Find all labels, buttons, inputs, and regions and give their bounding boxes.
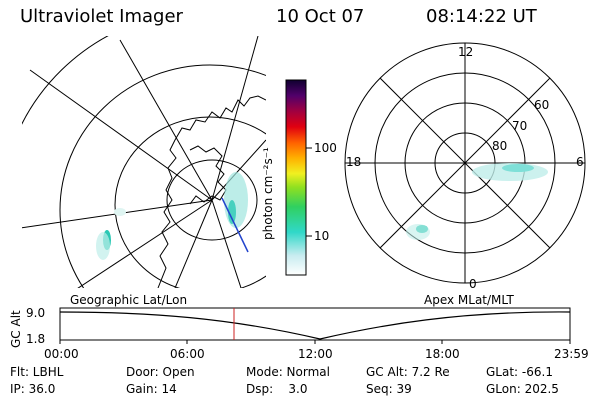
status-glat: GLat: -66.1 (486, 365, 553, 379)
status-ip: IP: 36.0 (10, 382, 56, 396)
lon-line (211, 36, 259, 201)
status-door: Door: Open (126, 365, 195, 379)
lat-label-80: 80 (492, 139, 508, 153)
time-label: 08:14:22 UT (426, 6, 537, 27)
lon-line (29, 69, 213, 201)
altitude-curve (59, 311, 571, 340)
lat-circle (59, 64, 266, 288)
x-tick-1800: 18:00 (425, 347, 460, 361)
y-tick-1-8: 1.8 (26, 332, 46, 346)
lon-line (77, 199, 213, 288)
lat-circle (166, 159, 258, 241)
status-flt: Flt: LBHL (10, 365, 64, 379)
lat-label-60: 60 (534, 98, 550, 112)
y-tick-9: 9.0 (26, 306, 46, 320)
clock-label-6: 6 (576, 155, 584, 169)
x-tick-0000: 00:00 (44, 347, 79, 361)
apex-title: Apex MLat/MLT (424, 293, 514, 307)
instrument-title: Ultraviolet Imager (20, 6, 183, 27)
status-mode: Mode: Normal (246, 365, 330, 379)
satellite-track (221, 197, 249, 253)
clock-label-18: 18 (346, 155, 362, 169)
lat-label-70: 70 (512, 119, 528, 133)
lon-line (211, 199, 242, 288)
geographic-title: Geographic Lat/Lon (70, 293, 188, 307)
status-gc-alt: GC Alt: 7.2 Re (366, 365, 450, 379)
x-tick-2359: 23:59 (554, 347, 589, 361)
polar-aurora (406, 163, 548, 240)
status-gain: Gain: 14 (126, 382, 177, 396)
lon-line (174, 199, 213, 288)
lon-line (211, 139, 266, 201)
lon-line (119, 39, 213, 201)
coastline (157, 95, 266, 288)
clock-label-12: 12 (458, 45, 474, 59)
status-dsp: Dsp: 3.0 (246, 382, 308, 396)
status-glon: GLon: 202.5 (486, 382, 559, 396)
x-tick-0600: 06:00 (170, 347, 205, 361)
clock-label-0: 0 (469, 277, 477, 291)
lat-circle (114, 116, 266, 288)
colorbar-tick-10: 10 (314, 229, 330, 243)
date-label: 10 Oct 07 (276, 6, 365, 27)
status-seq: Seq: 39 (366, 382, 412, 396)
x-tick-1200: 12:00 (298, 347, 333, 361)
colorbar-tick-100: 100 (314, 141, 337, 155)
